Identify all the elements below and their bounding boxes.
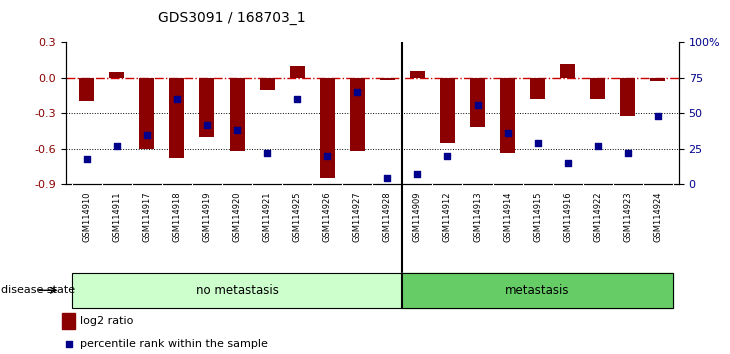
- Point: [562, 160, 574, 166]
- Point: [351, 89, 363, 95]
- Text: GSM114913: GSM114913: [473, 191, 482, 242]
- Bar: [169, 78, 185, 158]
- Text: GSM114916: GSM114916: [563, 191, 572, 242]
- Bar: [139, 78, 154, 149]
- Point: [231, 127, 243, 133]
- Bar: [62, 313, 75, 329]
- Bar: [72, 273, 402, 308]
- Point: [502, 130, 513, 136]
- Text: disease state: disease state: [1, 285, 75, 295]
- Bar: [80, 78, 94, 102]
- Bar: [410, 71, 425, 78]
- Text: log2 ratio: log2 ratio: [80, 316, 134, 326]
- Bar: [260, 78, 274, 90]
- Bar: [402, 273, 673, 308]
- Text: GSM114917: GSM114917: [142, 191, 151, 242]
- Point: [171, 96, 182, 102]
- Point: [321, 153, 333, 159]
- Point: [592, 143, 604, 149]
- Point: [531, 140, 543, 146]
- Text: GSM114911: GSM114911: [112, 191, 121, 242]
- Text: metastasis: metastasis: [505, 284, 570, 297]
- Bar: [591, 78, 605, 99]
- Bar: [620, 78, 635, 116]
- Point: [652, 113, 664, 119]
- Bar: [199, 78, 215, 137]
- Point: [622, 150, 634, 156]
- Point: [291, 96, 303, 102]
- Text: percentile rank within the sample: percentile rank within the sample: [80, 339, 268, 349]
- Text: GSM114922: GSM114922: [593, 191, 602, 242]
- Point: [382, 176, 393, 181]
- Point: [261, 150, 273, 156]
- Text: GSM114919: GSM114919: [202, 191, 212, 242]
- Point: [81, 156, 93, 161]
- Text: GDS3091 / 168703_1: GDS3091 / 168703_1: [158, 11, 305, 25]
- Point: [111, 143, 123, 149]
- Point: [201, 122, 213, 127]
- Text: GSM114925: GSM114925: [293, 191, 301, 242]
- Text: GSM114918: GSM114918: [172, 191, 182, 242]
- Point: [442, 153, 453, 159]
- Bar: [470, 78, 485, 127]
- Bar: [650, 78, 665, 81]
- Bar: [530, 78, 545, 99]
- Point: [472, 102, 483, 108]
- Text: GSM114923: GSM114923: [623, 191, 632, 242]
- Text: GSM114921: GSM114921: [263, 191, 272, 242]
- Text: GSM114912: GSM114912: [443, 191, 452, 242]
- Bar: [560, 64, 575, 78]
- Text: GSM114910: GSM114910: [82, 191, 91, 242]
- Bar: [440, 78, 455, 143]
- Point: [141, 132, 153, 137]
- Point: [412, 171, 423, 177]
- Text: GSM114924: GSM114924: [653, 191, 662, 242]
- Text: no metastasis: no metastasis: [196, 284, 278, 297]
- Bar: [500, 78, 515, 153]
- Text: GSM114928: GSM114928: [383, 191, 392, 242]
- Text: GSM114920: GSM114920: [233, 191, 242, 242]
- Bar: [350, 78, 365, 151]
- Text: GSM114926: GSM114926: [323, 191, 331, 242]
- Bar: [290, 66, 304, 78]
- Text: GSM114914: GSM114914: [503, 191, 512, 242]
- Text: GSM114909: GSM114909: [413, 191, 422, 242]
- Text: GSM114915: GSM114915: [533, 191, 542, 242]
- Bar: [380, 78, 395, 80]
- Bar: [229, 78, 245, 151]
- Bar: [110, 72, 124, 78]
- Text: GSM114927: GSM114927: [353, 191, 362, 242]
- Bar: [320, 78, 335, 178]
